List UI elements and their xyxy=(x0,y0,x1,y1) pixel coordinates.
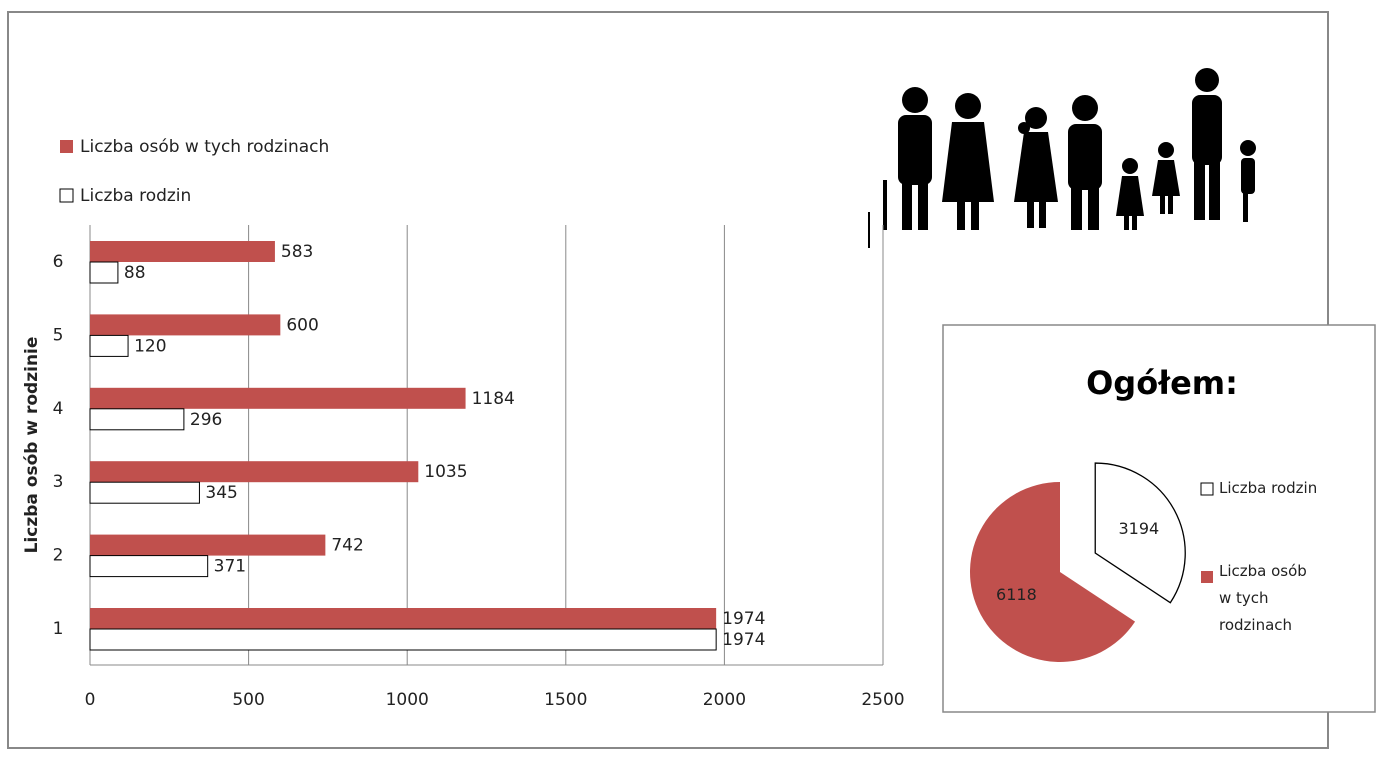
legend-label: Liczba rodzin xyxy=(80,186,191,206)
legend-swatch xyxy=(60,140,73,153)
bar-value-label: 120 xyxy=(134,336,166,356)
x-tick-label: 1000 xyxy=(386,690,429,710)
y-axis-label: Liczba osób w rodzinie xyxy=(22,337,42,554)
bar-chart: Liczba osób w rodzinie 0 500 1000 1500 2000 2… xyxy=(22,137,905,710)
legend-swatch xyxy=(59,188,74,203)
legend-label: Liczba rodzin xyxy=(1219,479,1318,497)
legend-label: Liczba osób w tych rodzinach xyxy=(80,137,329,157)
family-silhouettes xyxy=(868,68,1256,248)
bar-value-label: 1035 xyxy=(424,462,467,482)
bar xyxy=(90,534,326,556)
y-tick-label: 2 xyxy=(53,546,64,566)
bar xyxy=(90,314,281,336)
bar-value-label: 1184 xyxy=(472,389,515,409)
pie-value-label: 6118 xyxy=(996,585,1037,604)
bar-value-label: 583 xyxy=(281,242,313,262)
y-tick-label: 3 xyxy=(53,472,64,492)
legend-label: Liczba osób w tych rodzinach xyxy=(1219,562,1307,634)
x-tick-label: 2000 xyxy=(703,690,746,710)
y-tick-label: 1 xyxy=(53,619,64,639)
bar xyxy=(90,461,419,483)
x-tick-label: 0 xyxy=(85,690,96,710)
bar xyxy=(90,608,717,629)
y-tick-label: 6 xyxy=(53,252,64,272)
pie-chart: Ogółem: 3194 Liczba rodzin 6118 Liczba osób… xyxy=(970,364,1318,662)
bar-value-label: 296 xyxy=(190,410,222,430)
pie-value-label: 3194 xyxy=(1118,519,1159,538)
bar xyxy=(89,334,129,357)
legend-swatch xyxy=(1200,482,1214,496)
bar xyxy=(89,628,717,651)
x-tick-label: 1500 xyxy=(544,690,587,710)
bar-value-label: 1974 xyxy=(722,609,765,629)
legend-swatch xyxy=(1201,571,1213,583)
bar xyxy=(89,261,119,284)
pie-title: Ogółem: xyxy=(1086,364,1238,402)
bar-value-label: 345 xyxy=(205,483,237,503)
y-tick-label: 4 xyxy=(53,399,64,419)
bar xyxy=(89,555,209,578)
legend-box: Liczba rodzin xyxy=(1219,479,1318,497)
x-tick-label: 500 xyxy=(232,690,264,710)
pie-slice xyxy=(1094,462,1186,604)
bar-value-label: 742 xyxy=(331,536,363,556)
bar-value-label: 600 xyxy=(286,315,318,335)
legend-box: Liczba osób w tych rodzinach xyxy=(1219,562,1307,634)
bar-value-label: 1974 xyxy=(722,630,765,650)
y-tick-label: 5 xyxy=(53,325,64,345)
bar xyxy=(90,387,466,409)
bar xyxy=(90,241,275,262)
bar xyxy=(89,481,200,504)
bar-value-label: 88 xyxy=(124,263,146,283)
bar-value-label: 371 xyxy=(214,557,246,577)
x-tick-label: 2500 xyxy=(861,690,904,710)
bar xyxy=(89,408,185,431)
pie-slice xyxy=(970,482,1136,662)
